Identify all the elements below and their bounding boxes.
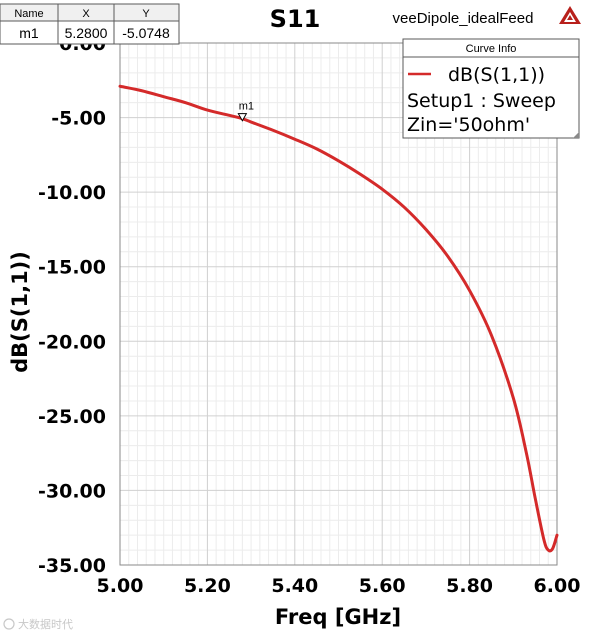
marker-table[interactable]: Name X Y m1 5.2800 -5.0748 — [0, 3, 180, 45]
y-tick-label: -20.00 — [38, 331, 106, 353]
marker-layer: m1 — [237, 101, 254, 122]
legend-resize-grip-icon[interactable] — [573, 132, 579, 138]
x-tick-label: 6.00 — [534, 575, 581, 597]
marker-table-cell-x: 5.2800 — [65, 25, 108, 41]
legend-entry-zin: Zin='50ohm' — [407, 114, 530, 136]
marker-triangle-icon[interactable] — [237, 113, 248, 122]
legend-entry-setup: Setup1 : Sweep — [407, 90, 556, 112]
y-axis-title: dB(S(1,1)) — [8, 251, 32, 373]
x-tick-label: 5.00 — [97, 575, 144, 597]
x-tick-label: 5.20 — [184, 575, 231, 597]
y-tick-label: -35.00 — [38, 555, 106, 577]
watermark-text: 大数据时代 — [18, 617, 73, 631]
legend[interactable]: Curve Info dB(S(1,1)) Setup1 : Sweep Zin… — [402, 38, 580, 139]
legend-entry-series: dB(S(1,1)) — [448, 64, 545, 86]
y-tick-label: -15.00 — [38, 257, 106, 279]
y-tick-label: -25.00 — [38, 406, 106, 428]
marker-label: m1 — [239, 101, 254, 113]
y-axis-ticks: 0.00-5.00-10.00-15.00-20.00-25.00-30.00-… — [38, 33, 106, 577]
series-line[interactable] — [118, 84, 559, 553]
chart-title: S11 — [270, 5, 321, 33]
minor-gridlines — [120, 43, 557, 565]
plot-frame — [119, 42, 558, 566]
project-name: veeDipole_idealFeed — [393, 10, 534, 27]
marker-table-cell-y: -5.0748 — [122, 25, 170, 41]
legend-title: Curve Info — [466, 43, 517, 55]
series-layer — [118, 84, 559, 553]
y-tick-label: -30.00 — [38, 480, 106, 502]
ansys-logo-icon — [559, 6, 581, 24]
x-tick-label: 5.40 — [271, 575, 318, 597]
marker-table-cell-name: m1 — [19, 25, 39, 41]
x-tick-label: 5.60 — [359, 575, 406, 597]
marker-table-header-y: Y — [142, 8, 150, 20]
x-axis-title: Freq [GHz] — [275, 605, 401, 629]
watermark: 大数据时代 — [3, 617, 73, 631]
marker-table-header-x: X — [82, 8, 90, 20]
x-axis-ticks: 5.00 5.20 5.40 5.60 5.80 6.00 — [97, 575, 581, 597]
x-tick-label: 5.80 — [446, 575, 493, 597]
y-tick-label: -5.00 — [51, 108, 106, 130]
marker-table-header-name: Name — [14, 8, 43, 20]
y-tick-label: -10.00 — [38, 182, 106, 204]
